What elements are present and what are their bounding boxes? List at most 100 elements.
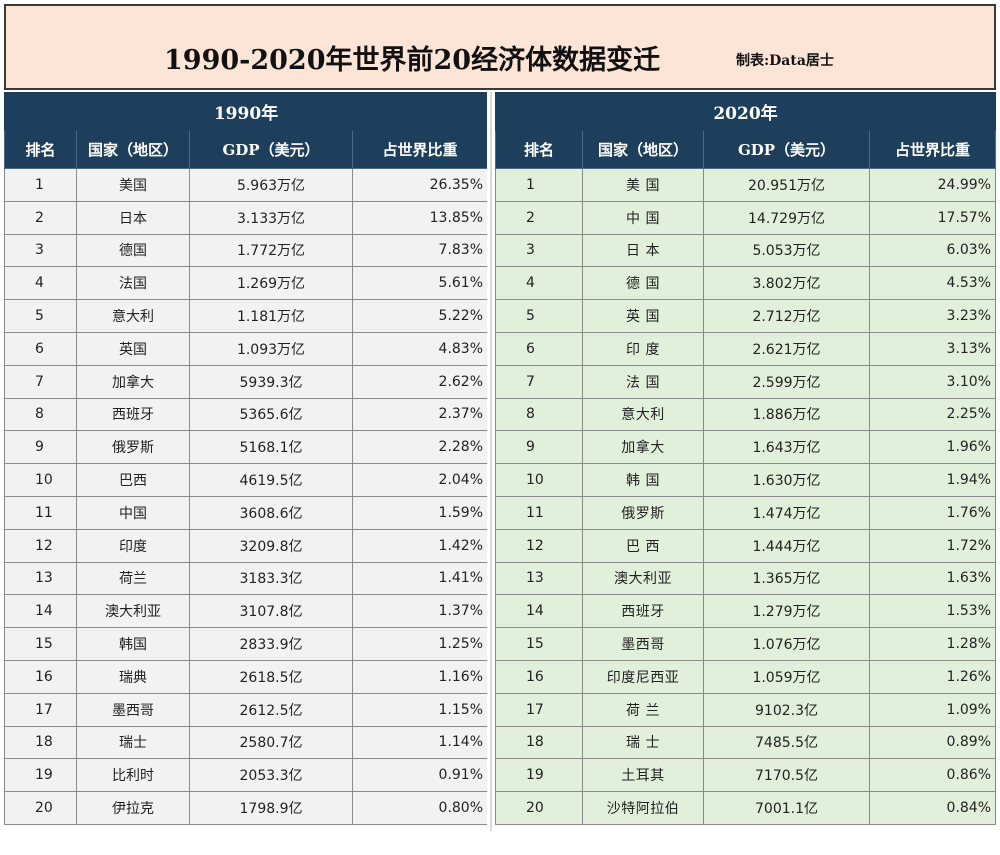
rank-cell: 17 bbox=[495, 692, 583, 727]
share-cell: 1.94% bbox=[868, 463, 997, 497]
gdp-cell: 1.269万亿 bbox=[189, 266, 353, 301]
gdp-cell: 1.365万亿 bbox=[703, 561, 870, 596]
gdp-cell: 1.181万亿 bbox=[189, 299, 353, 333]
rank-cell: 20 bbox=[4, 791, 77, 825]
gdp-cell: 1.474万亿 bbox=[703, 495, 870, 530]
gdp-cell: 1.886万亿 bbox=[703, 397, 870, 432]
table-row: 20 伊拉克 1798.9亿 0.80% bbox=[4, 791, 489, 825]
gdp-cell: 9102.3亿 bbox=[703, 692, 870, 727]
table-row: 9 俄罗斯 5168.1亿 2.28% bbox=[4, 430, 489, 465]
gdp-cell: 3209.8亿 bbox=[189, 528, 353, 563]
column-header-rank: 排名 bbox=[4, 130, 77, 169]
rank-cell: 17 bbox=[4, 692, 77, 727]
rank-cell: 13 bbox=[4, 561, 77, 596]
rank-cell: 3 bbox=[495, 233, 583, 268]
gdp-cell: 1.772万亿 bbox=[189, 233, 353, 268]
country-cell: 德 国 bbox=[582, 266, 704, 301]
country-cell: 墨西哥 bbox=[582, 627, 704, 661]
country-cell: 澳大利亚 bbox=[582, 561, 704, 596]
share-cell: 1.63% bbox=[868, 561, 997, 596]
share-cell: 0.86% bbox=[868, 758, 997, 793]
column-header-country: 国家（地区） bbox=[76, 130, 190, 169]
table-row: 12 巴 西 1.444万亿 1.72% bbox=[495, 528, 997, 563]
rank-cell: 18 bbox=[4, 725, 77, 760]
column-header-share: 占世界比重 bbox=[868, 130, 997, 169]
table-row: 13 澳大利亚 1.365万亿 1.63% bbox=[495, 561, 997, 596]
rank-cell: 15 bbox=[4, 627, 77, 661]
gdp-cell: 20.951万亿 bbox=[703, 168, 870, 202]
country-cell: 瑞 士 bbox=[582, 725, 704, 760]
share-cell: 24.99% bbox=[868, 168, 997, 202]
country-cell: 西班牙 bbox=[76, 397, 190, 432]
gdp-cell: 3107.8亿 bbox=[189, 594, 353, 629]
gdp-cell: 2.712万亿 bbox=[703, 299, 870, 333]
table-1990: 1990年 排名 国家（地区） GDP（美元） 占世界比重 1 美国 5.963万亿… bbox=[3, 92, 489, 825]
gdp-cell: 2618.5亿 bbox=[189, 659, 353, 694]
rank-cell: 16 bbox=[4, 659, 77, 694]
table-row: 4 法国 1.269万亿 5.61% bbox=[4, 266, 489, 301]
rank-cell: 3 bbox=[4, 233, 77, 268]
rank-cell: 11 bbox=[4, 495, 77, 530]
share-cell: 3.13% bbox=[868, 331, 997, 366]
table-row: 14 澳大利亚 3107.8亿 1.37% bbox=[4, 594, 489, 629]
table-row: 16 印度尼西亚 1.059万亿 1.26% bbox=[495, 659, 997, 694]
rank-cell: 19 bbox=[495, 758, 583, 793]
column-header-country: 国家（地区） bbox=[582, 130, 704, 169]
table-row: 8 西班牙 5365.6亿 2.37% bbox=[4, 397, 489, 432]
share-cell: 0.91% bbox=[351, 758, 489, 793]
page-title: 1990-2020年世界前20经济体数据变迁 bbox=[164, 45, 661, 76]
gdp-cell: 3608.6亿 bbox=[189, 495, 353, 530]
rank-cell: 12 bbox=[495, 528, 583, 563]
share-cell: 2.37% bbox=[351, 397, 489, 432]
share-cell: 1.76% bbox=[868, 495, 997, 530]
gdp-cell: 7170.5亿 bbox=[703, 758, 870, 793]
title-bar: 1990-2020年世界前20经济体数据变迁 制表:Data居士 bbox=[4, 4, 996, 90]
share-cell: 3.10% bbox=[868, 364, 997, 399]
table-row: 10 巴西 4619.5亿 2.04% bbox=[4, 463, 489, 497]
country-cell: 俄罗斯 bbox=[76, 430, 190, 465]
gdp-cell: 1.059万亿 bbox=[703, 659, 870, 694]
country-cell: 西班牙 bbox=[582, 594, 704, 629]
rank-cell: 4 bbox=[4, 266, 77, 301]
country-cell: 中 国 bbox=[582, 200, 704, 235]
gdp-cell: 4619.5亿 bbox=[189, 463, 353, 497]
share-cell: 3.23% bbox=[868, 299, 997, 333]
share-cell: 2.04% bbox=[351, 463, 489, 497]
table-row: 19 土耳其 7170.5亿 0.86% bbox=[495, 758, 997, 793]
country-cell: 韩 国 bbox=[582, 463, 704, 497]
rank-cell: 4 bbox=[495, 266, 583, 301]
rank-cell: 5 bbox=[495, 299, 583, 333]
country-cell: 荷兰 bbox=[76, 561, 190, 596]
rank-cell: 7 bbox=[4, 364, 77, 399]
country-cell: 沙特阿拉伯 bbox=[582, 791, 704, 825]
table-row: 10 韩 国 1.630万亿 1.94% bbox=[495, 463, 997, 497]
rank-cell: 13 bbox=[495, 561, 583, 596]
rank-cell: 1 bbox=[4, 168, 77, 202]
share-cell: 6.03% bbox=[868, 233, 997, 268]
rank-cell: 5 bbox=[4, 299, 77, 333]
table-row: 12 印度 3209.8亿 1.42% bbox=[4, 528, 489, 563]
gdp-cell: 1.076万亿 bbox=[703, 627, 870, 661]
rank-cell: 12 bbox=[4, 528, 77, 563]
gdp-cell: 7485.5亿 bbox=[703, 725, 870, 760]
country-cell: 荷 兰 bbox=[582, 692, 704, 727]
table-row: 6 英国 1.093万亿 4.83% bbox=[4, 331, 489, 366]
rank-cell: 6 bbox=[4, 331, 77, 366]
panel-divider-line bbox=[490, 92, 492, 831]
gdp-cell: 5168.1亿 bbox=[189, 430, 353, 465]
rank-cell: 6 bbox=[495, 331, 583, 366]
gdp-cell: 5365.6亿 bbox=[189, 397, 353, 432]
country-cell: 比利时 bbox=[76, 758, 190, 793]
table-row: 8 意大利 1.886万亿 2.25% bbox=[495, 397, 997, 432]
share-cell: 2.28% bbox=[351, 430, 489, 465]
year-header: 2020年 bbox=[494, 92, 997, 131]
gdp-cell: 5.053万亿 bbox=[703, 233, 870, 268]
country-cell: 中国 bbox=[76, 495, 190, 530]
share-cell: 1.41% bbox=[351, 561, 489, 596]
gdp-cell: 2.599万亿 bbox=[703, 364, 870, 399]
